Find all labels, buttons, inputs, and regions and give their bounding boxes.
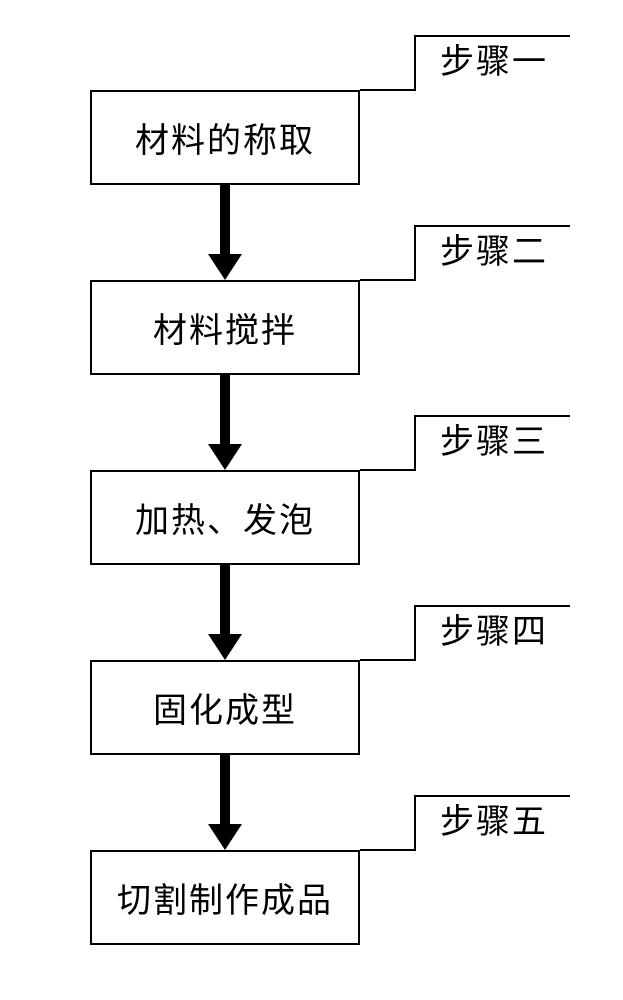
flow-node-text: 材料搅拌 — [153, 303, 297, 352]
step-label: 步骤三 — [440, 414, 548, 463]
flow-node: 切割制作成品 — [90, 850, 360, 945]
step-label: 步骤二 — [440, 224, 548, 273]
flowchart-canvas: 材料的称取 步骤一 材料搅拌 步骤二 加热、发泡 步骤三 固化成型 — [0, 0, 623, 1000]
step-label: 步骤一 — [440, 34, 548, 83]
flow-node: 材料搅拌 — [90, 280, 360, 375]
flow-node-text: 切割制作成品 — [117, 873, 333, 922]
step-label: 步骤五 — [440, 794, 548, 843]
flow-node: 材料的称取 — [90, 90, 360, 185]
flow-arrow — [208, 755, 242, 850]
flow-node: 固化成型 — [90, 660, 360, 755]
flow-arrow — [208, 375, 242, 470]
step-label: 步骤四 — [440, 604, 548, 653]
flow-node-text: 固化成型 — [153, 683, 297, 732]
flow-arrow — [208, 185, 242, 280]
flow-node: 加热、发泡 — [90, 470, 360, 565]
flow-node-text: 加热、发泡 — [135, 493, 315, 542]
flow-node-text: 材料的称取 — [135, 113, 315, 162]
flow-arrow — [208, 565, 242, 660]
